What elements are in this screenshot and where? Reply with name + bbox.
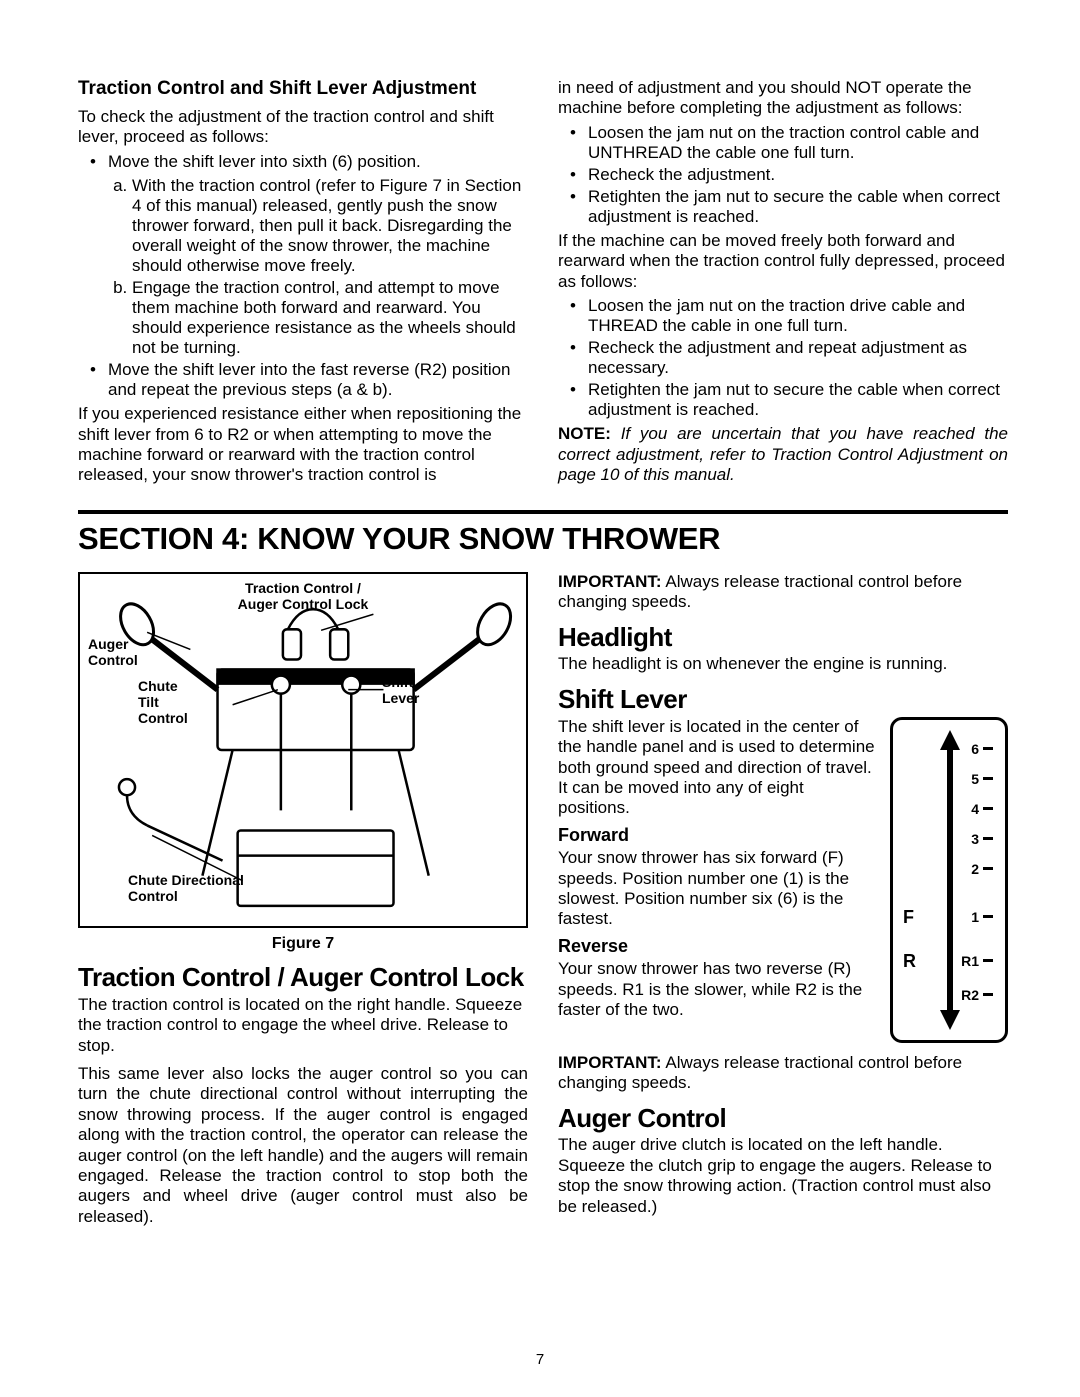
step-recheck-b: Recheck the adjustment and repeat adjust… — [588, 338, 1008, 378]
traction-lock-heading: Traction Control / Auger Control Lock — [78, 963, 528, 993]
auger-control-heading: Auger Control — [558, 1104, 1008, 1134]
know-right-col: IMPORTANT: Always release tractional con… — [558, 572, 1008, 1231]
shift-pos-r2: R2 — [961, 988, 993, 1002]
traction-lock-p2: This same lever also locks the auger con… — [78, 1064, 528, 1227]
shift-pos-4: 4 — [971, 802, 993, 816]
figure-7: Traction Control / Auger Control Lock Au… — [78, 572, 528, 928]
substep-b: Engage the traction control, and attempt… — [132, 278, 528, 358]
step-retighten-b: Retighten the jam nut to secure the cabl… — [588, 380, 1008, 420]
shift-arrow-down-icon — [940, 1010, 960, 1030]
label-chute-tilt: Chute Tilt Control — [138, 678, 188, 726]
step-retighten-a: Retighten the jam nut to secure the cabl… — [588, 187, 1008, 227]
shift-lever-heading: Shift Lever — [558, 685, 1008, 715]
substep-a: With the traction control (refer to Figu… — [132, 176, 528, 276]
important-2-label: IMPORTANT: — [558, 1053, 662, 1072]
adjust-thread-list: Loosen the jam nut on the traction drive… — [558, 296, 1008, 420]
shift-pos-2: 2 — [971, 862, 993, 876]
traction-adjust-tail: If you experienced resistance either whe… — [78, 404, 528, 486]
bullet-shift-r2: Move the shift lever into the fast rever… — [108, 360, 528, 400]
shift-f-label: F — [903, 908, 914, 926]
label-shift-lever: Shift Lever — [382, 674, 419, 706]
traction-adjust-heading: Traction Control and Shift Lever Adjustm… — [78, 78, 528, 101]
traction-adjust-intro: To check the adjustment of the traction … — [78, 107, 528, 148]
shift-stem — [947, 748, 953, 1012]
shift-position-diagram: 6 5 4 3 2 1 F R1 R R2 — [890, 717, 1008, 1043]
step-loosen-thread: Loosen the jam nut on the traction drive… — [588, 296, 1008, 336]
know-left-col: Traction Control / Auger Control Lock Au… — [78, 572, 528, 1231]
shift-pos-5: 5 — [971, 772, 993, 786]
label-traction-text: Traction Control / — [245, 580, 361, 596]
note-text: If you are uncertain that you have reach… — [558, 424, 1008, 484]
label-auger-control: Auger Control — [88, 636, 138, 668]
traction-lock-p1: The traction control is located on the r… — [78, 995, 528, 1056]
important-1-label: IMPORTANT: — [558, 572, 662, 591]
label-traction-lock: Traction Control / Auger Control Lock — [80, 580, 526, 612]
traction-adjust-list: Move the shift lever into sixth (6) posi… — [78, 152, 528, 172]
figure-7-caption: Figure 7 — [78, 934, 528, 953]
headlight-heading: Headlight — [558, 623, 1008, 653]
auger-control-text: The auger drive clutch is located on the… — [558, 1135, 1008, 1217]
label-auger-lock-text: Auger Control Lock — [238, 596, 369, 612]
bullet-shift-sixth: Move the shift lever into sixth (6) posi… — [108, 152, 528, 172]
shift-pos-r1: R1 — [961, 954, 993, 968]
adjustment-section: Traction Control and Shift Lever Adjustm… — [78, 78, 1008, 490]
adjustment-right-col: in need of adjustment and you should NOT… — [558, 78, 1008, 490]
page-number: 7 — [0, 1352, 1080, 1367]
traction-adjust-sublist: With the traction control (refer to Figu… — [78, 176, 528, 358]
shift-pos-1: 1 — [971, 910, 993, 924]
adjust-note: NOTE: If you are uncertain that you have… — [558, 424, 1008, 485]
note-label: NOTE: — [558, 424, 611, 443]
label-chute-directional: Chute Directional Control — [128, 872, 244, 904]
adjust-unthread-list: Loosen the jam nut on the traction contr… — [558, 123, 1008, 227]
shift-pos-6: 6 — [971, 742, 993, 756]
important-1: IMPORTANT: Always release tractional con… — [558, 572, 1008, 613]
adjustment-left-col: Traction Control and Shift Lever Adjustm… — [78, 78, 528, 490]
shift-r-label: R — [903, 952, 916, 970]
headlight-text: The headlight is on whenever the engine … — [558, 654, 1008, 674]
shift-arrow-up-icon — [940, 730, 960, 750]
traction-adjust-list2: Move the shift lever into the fast rever… — [78, 360, 528, 400]
section-4-title: SECTION 4: KNOW YOUR SNOW THROWER — [78, 522, 1008, 556]
shift-pos-3: 3 — [971, 832, 993, 846]
know-section: Traction Control / Auger Control Lock Au… — [78, 572, 1008, 1231]
adjust-mid: If the machine can be moved freely both … — [558, 231, 1008, 292]
important-2: IMPORTANT: Always release tractional con… — [558, 1053, 1008, 1094]
section-divider — [78, 510, 1008, 514]
adjust-right-lead: in need of adjustment and you should NOT… — [558, 78, 1008, 119]
step-loosen-unthread: Loosen the jam nut on the traction contr… — [588, 123, 1008, 163]
step-recheck-a: Recheck the adjustment. — [588, 165, 1008, 185]
